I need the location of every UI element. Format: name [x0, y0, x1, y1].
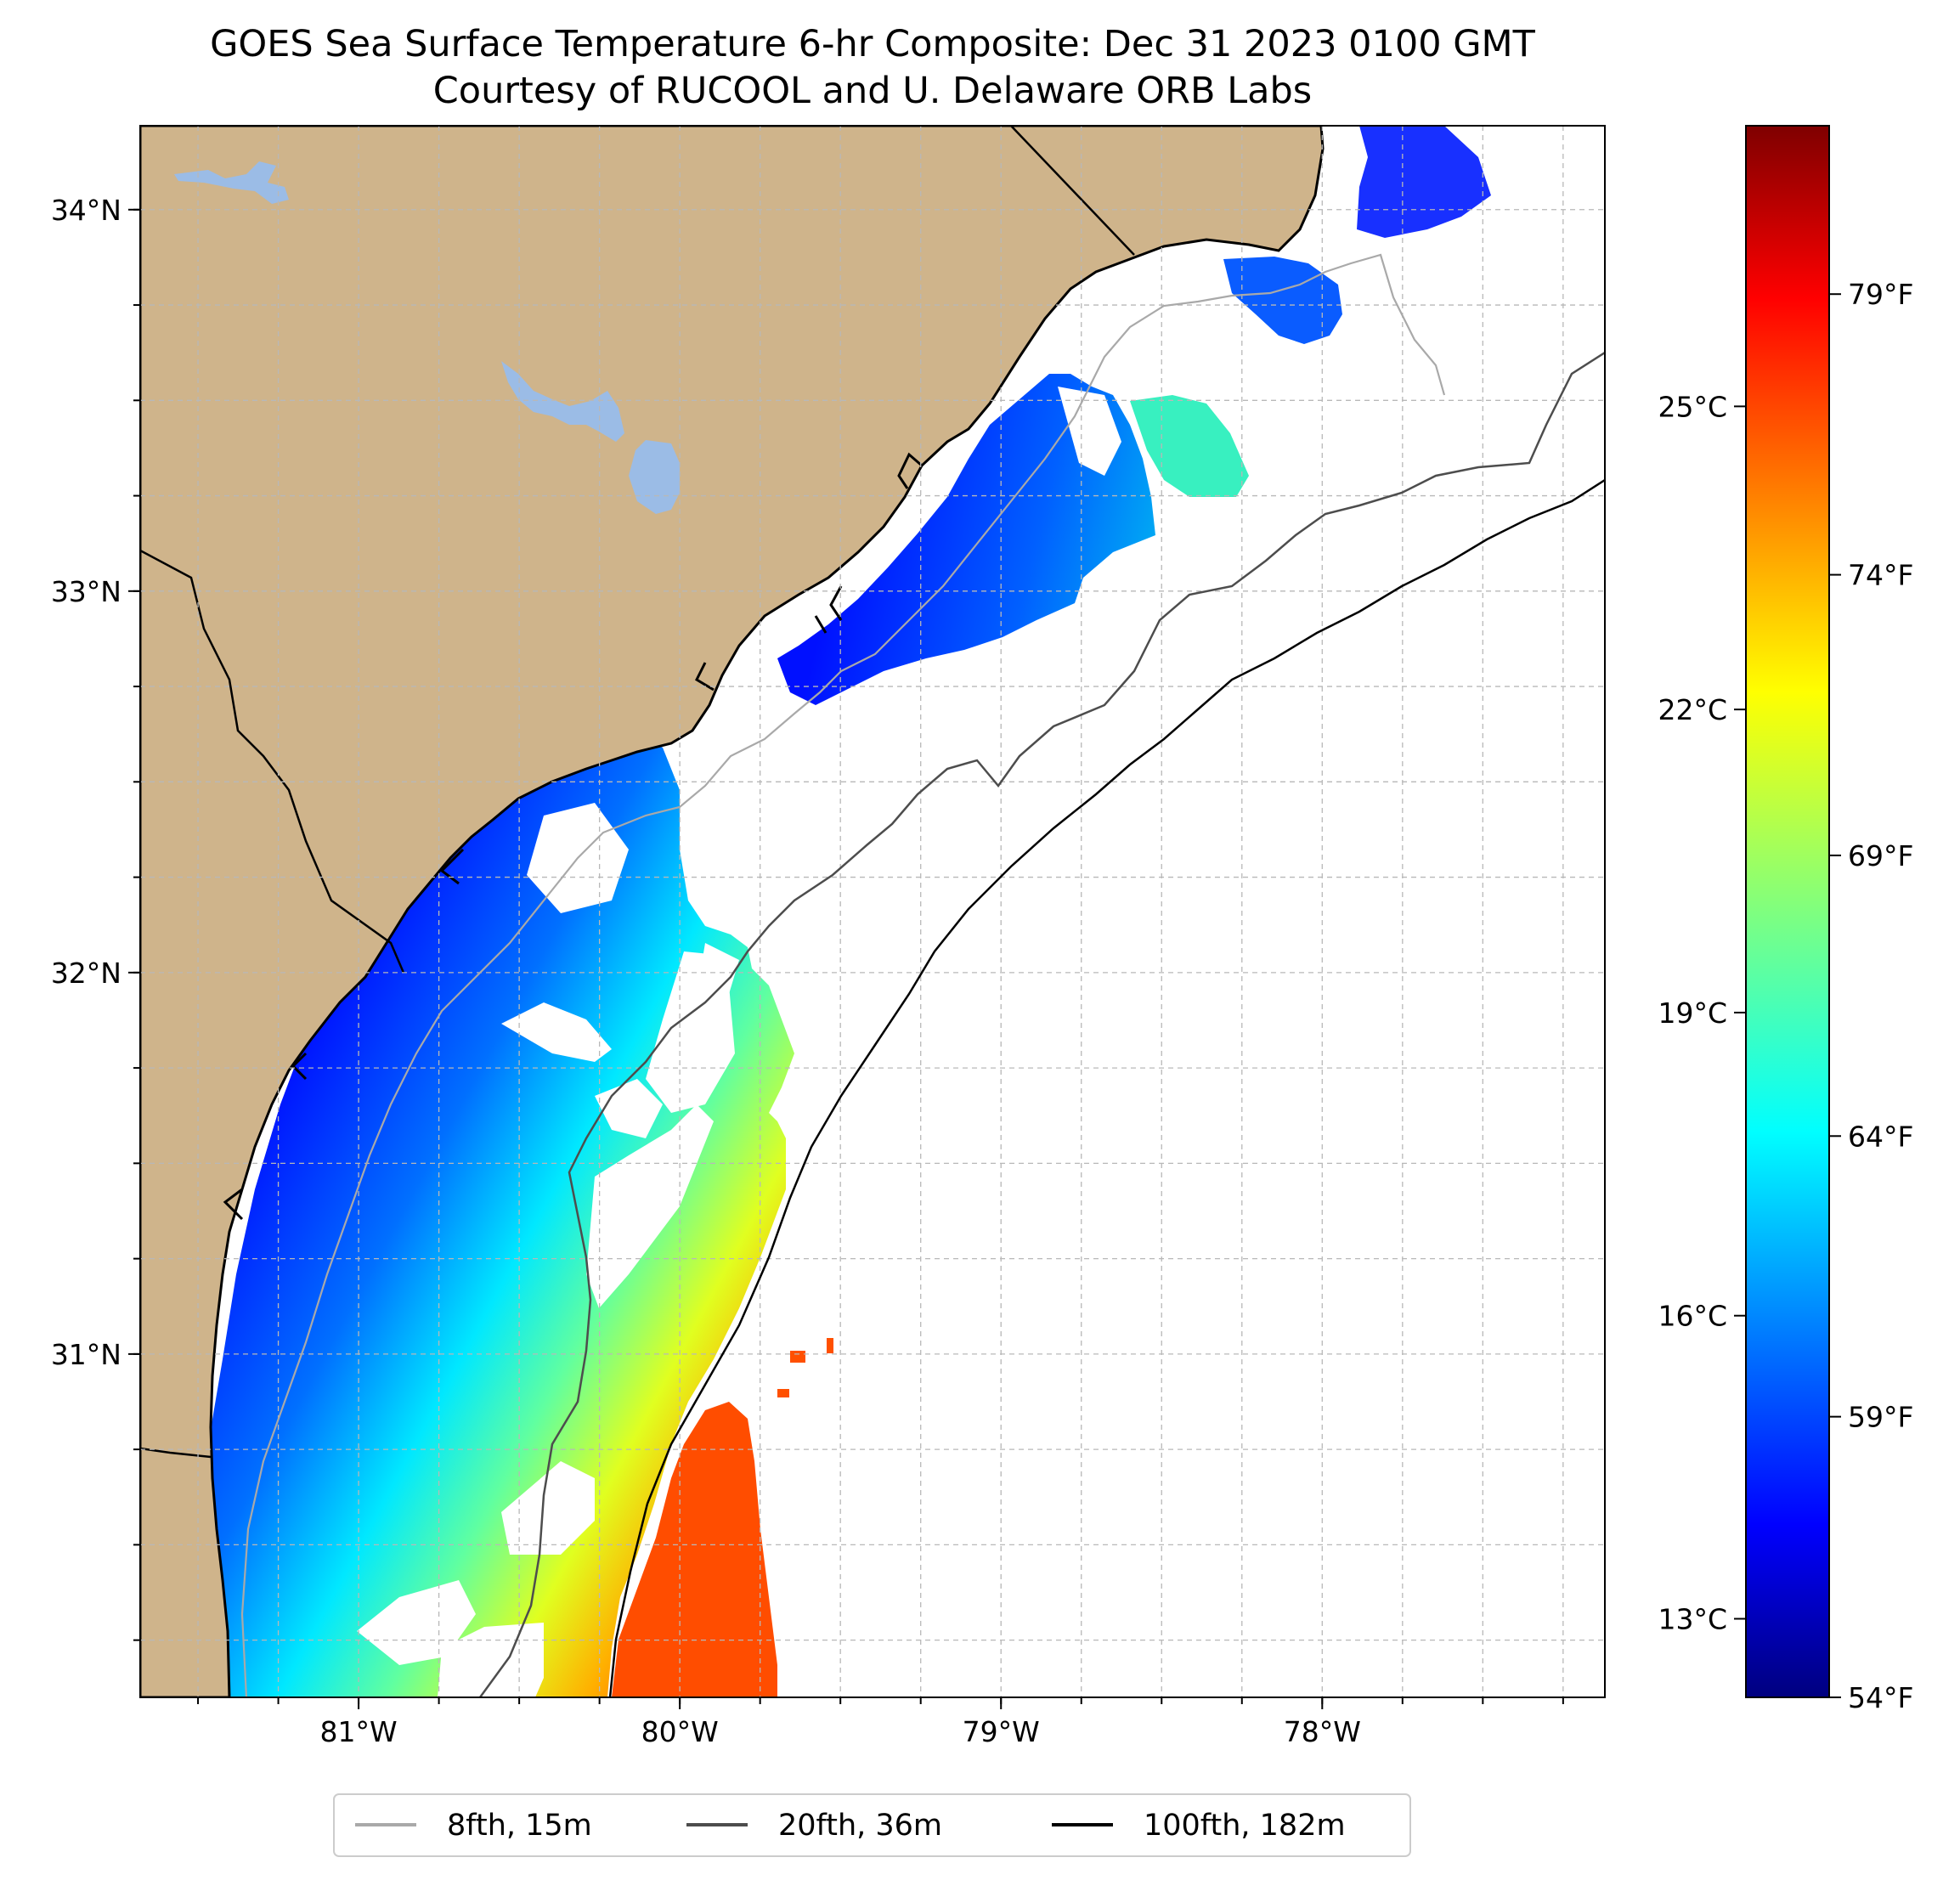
coastal-inlet [439, 848, 465, 885]
legend-box [333, 1793, 1411, 1857]
lat-tick-label: 31°N [51, 1338, 121, 1371]
cloud-gap [501, 1461, 595, 1555]
colorbar-fahrenheit-ticks: 79°F 74°F 69°F 64°F 59°F 54°F [1829, 278, 1913, 1714]
lon-tick-label: 80°W [641, 1715, 719, 1748]
sst-northeast-cyan-patch [1130, 395, 1249, 497]
legend-label: 20fth, 36m [778, 1809, 942, 1843]
latitude-labels: 34°N 33°N 32°N 31°N [51, 194, 140, 1371]
coastal-inlet [814, 615, 827, 634]
sst-warm-speck [777, 1389, 789, 1397]
cloud-gap [586, 1104, 714, 1308]
fahrenheit-tick-label: 74°F [1848, 559, 1913, 592]
colorbar [1745, 125, 1830, 1698]
lat-tick-label: 34°N [51, 194, 121, 227]
cloud-gap [595, 1079, 663, 1138]
isobath-100fth [608, 478, 1605, 1697]
fahrenheit-tick-label: 54°F [1848, 1681, 1913, 1714]
lat-tick-label: 32°N [51, 957, 121, 990]
celsius-tick-label: 16°C [1658, 1300, 1727, 1333]
cloud-gap [1058, 387, 1121, 476]
celsius-tick-label: 19°C [1658, 996, 1727, 1030]
lat-tick-label: 33°N [51, 575, 121, 608]
fahrenheit-tick-label: 64°F [1848, 1120, 1913, 1153]
lon-tick-label: 78°W [1284, 1715, 1361, 1748]
legend-label: 8fth, 15m [447, 1809, 592, 1843]
colorbar-celsius-ticks: 25°C 22°C 19°C 16°C 13°C [1658, 390, 1746, 1636]
celsius-tick-label: 13°C [1658, 1603, 1727, 1636]
map-title: GOES Sea Surface Temperature 6-hr Compos… [210, 23, 1536, 65]
isobath-20fth [478, 351, 1605, 1697]
sst-offshore-warm-patch [612, 1402, 777, 1697]
longitude-labels: 81°W 80°W 79°W 78°W [320, 1697, 1361, 1748]
cloud-gap [501, 1002, 612, 1062]
coastal-inlet [291, 1052, 308, 1081]
coastal-inlet [223, 1188, 244, 1221]
sst-warm-speck [827, 1338, 833, 1353]
legend: 8fth, 15m 20fth, 36m 100fth, 182m [333, 1793, 1411, 1857]
lon-tick-label: 79°W [963, 1715, 1040, 1748]
celsius-tick-label: 25°C [1658, 390, 1727, 423]
inland-lake [174, 161, 289, 204]
legend-label: 100fth, 182m [1144, 1809, 1346, 1843]
coastal-inlet [897, 452, 923, 489]
map-area [140, 126, 1605, 1697]
land-mass [140, 126, 1325, 1697]
celsius-tick-label: 22°C [1658, 693, 1727, 726]
graticule [140, 126, 1605, 1697]
state-boundary [1010, 126, 1135, 256]
lon-tick-label: 81°W [320, 1715, 398, 1748]
sst-warm-speck [790, 1351, 805, 1363]
coastal-inlet [829, 585, 843, 621]
inland-lake [501, 361, 624, 442]
map-frame [139, 125, 1606, 1698]
coastal-inlet [695, 662, 715, 692]
cloud-gap [646, 951, 735, 1113]
fahrenheit-tick-label: 59°F [1848, 1401, 1913, 1434]
fahrenheit-tick-label: 69°F [1848, 839, 1913, 872]
isobath-8fth [240, 253, 1446, 1697]
cloud-gap [357, 1580, 476, 1665]
sst-north-swath [777, 374, 1155, 705]
sst-northeast-blue-patch-2 [1357, 126, 1491, 238]
map-subtitle: Courtesy of RUCOOL and U. Delaware ORB L… [433, 70, 1312, 112]
state-boundary [140, 549, 405, 974]
fahrenheit-tick-label: 79°F [1848, 278, 1913, 311]
